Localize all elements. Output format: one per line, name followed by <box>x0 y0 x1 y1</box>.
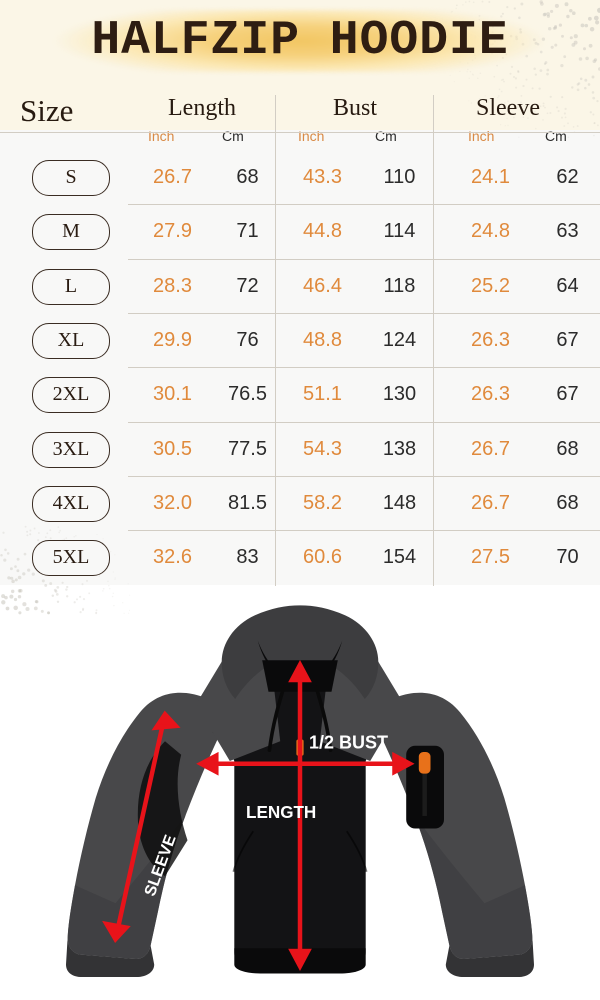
svg-text:1/2 BUST: 1/2 BUST <box>309 732 388 752</box>
svg-text:LENGTH: LENGTH <box>246 803 316 822</box>
